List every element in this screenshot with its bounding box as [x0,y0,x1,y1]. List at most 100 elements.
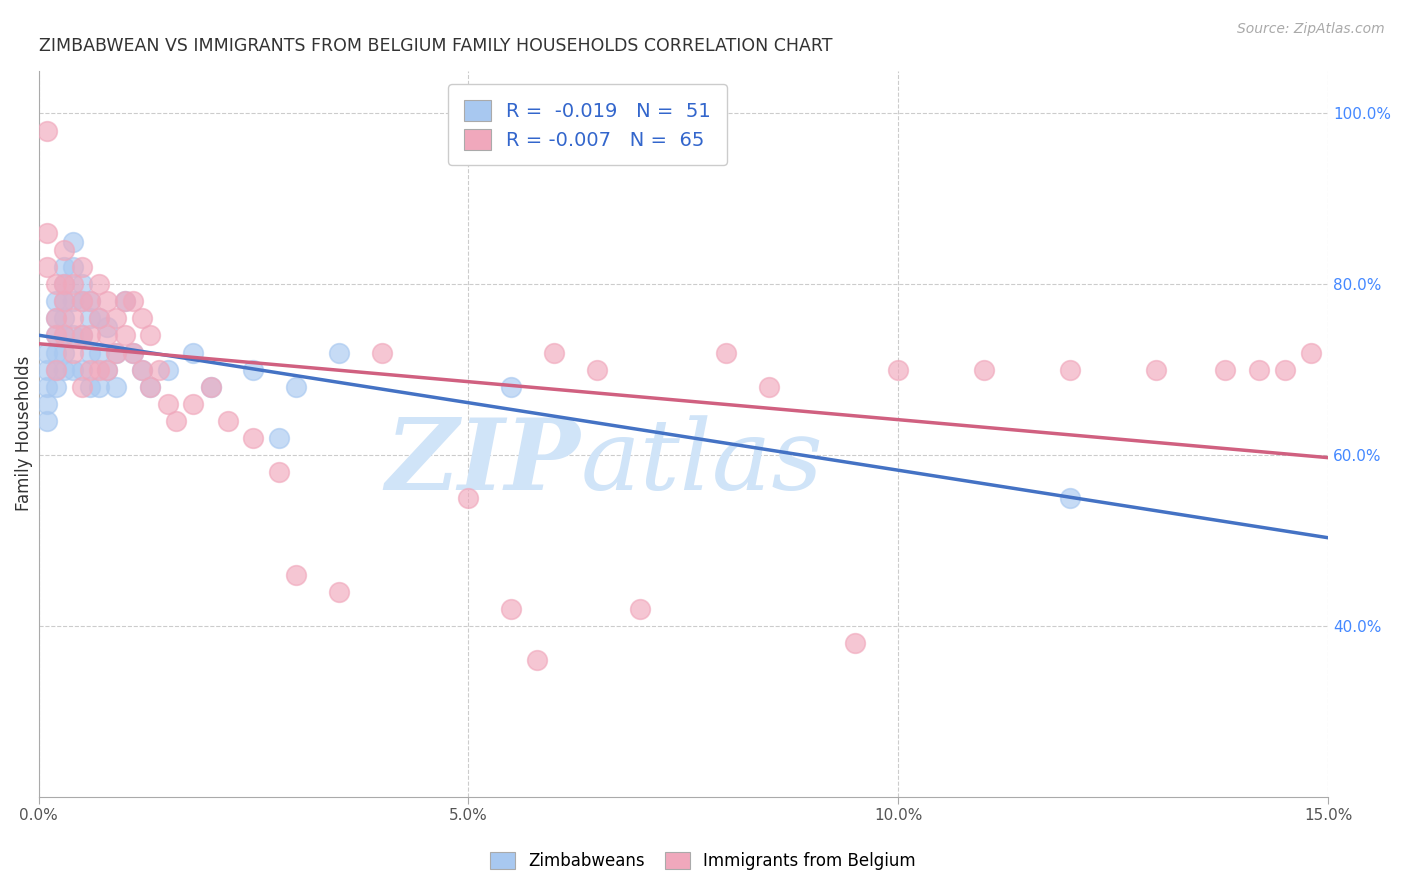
Point [79,345,101,359]
Point [96,362,118,376]
Point [628,601,651,615]
Point [53,243,76,257]
Point [53,260,76,275]
Point [87,311,110,326]
Point [70,380,93,394]
Point [53,294,76,309]
Point [104,380,127,394]
Point [53,277,76,292]
Text: ZIMBABWEAN VS IMMIGRANTS FROM BELGIUM FAMILY HOUSEHOLDS CORRELATION CHART: ZIMBABWEAN VS IMMIGRANTS FROM BELGIUM FA… [38,37,832,55]
Point [45,328,67,343]
Point [45,345,67,359]
Point [62,362,84,376]
Point [122,294,145,309]
Point [122,345,145,359]
Point [45,362,67,376]
Text: Source: ZipAtlas.com: Source: ZipAtlas.com [1237,22,1385,37]
Point [70,294,93,309]
Point [887,362,910,376]
Point [165,414,187,428]
Point [716,345,738,359]
Point [62,294,84,309]
Point [371,345,394,359]
Point [156,397,179,411]
Point [586,362,609,376]
Point [45,311,67,326]
Point [79,294,101,309]
Legend: R =  -0.019   N =  51, R = -0.007   N =  65: R = -0.019 N = 51, R = -0.007 N = 65 [449,84,727,165]
Point [181,397,204,411]
Point [269,465,291,479]
Point [62,277,84,292]
Point [70,328,93,343]
Point [96,362,118,376]
Point [104,311,127,326]
Point [79,311,101,326]
Point [53,277,76,292]
Point [87,311,110,326]
Point [37,397,59,411]
Point [45,380,67,394]
Point [70,260,93,275]
Point [45,328,67,343]
Point [96,328,118,343]
Point [96,320,118,334]
Point [1144,362,1167,376]
Point [53,294,76,309]
Point [131,311,153,326]
Point [200,380,222,394]
Point [242,362,264,376]
Point [285,567,308,582]
Point [501,380,523,394]
Point [114,294,136,309]
Point [87,277,110,292]
Point [37,380,59,394]
Point [45,294,67,309]
Point [70,277,93,292]
Point [526,653,548,667]
Point [62,345,84,359]
Point [62,311,84,326]
Point [62,260,84,275]
Point [242,431,264,445]
Point [1059,362,1081,376]
Point [131,362,153,376]
Point [53,345,76,359]
Point [37,362,59,376]
Point [45,362,67,376]
Point [114,328,136,343]
Point [1274,362,1296,376]
Point [53,362,76,376]
Point [96,294,118,309]
Point [139,380,162,394]
Point [181,345,204,359]
Point [70,362,93,376]
Point [37,345,59,359]
Point [973,362,995,376]
Point [79,294,101,309]
Point [104,345,127,359]
Point [269,431,291,445]
Point [139,328,162,343]
Point [758,380,780,394]
Point [200,380,222,394]
Text: atlas: atlas [581,415,823,510]
Point [45,277,67,292]
Point [104,345,127,359]
Point [501,601,523,615]
Point [70,328,93,343]
Point [844,636,866,650]
Point [543,345,565,359]
Point [37,226,59,240]
Point [79,328,101,343]
Point [53,328,76,343]
Text: ZIP: ZIP [385,415,581,511]
Point [53,311,76,326]
Point [1299,345,1322,359]
Point [1213,362,1236,376]
Point [79,380,101,394]
Point [37,414,59,428]
Point [37,260,59,275]
Y-axis label: Family Households: Family Households [15,356,32,511]
Point [122,345,145,359]
